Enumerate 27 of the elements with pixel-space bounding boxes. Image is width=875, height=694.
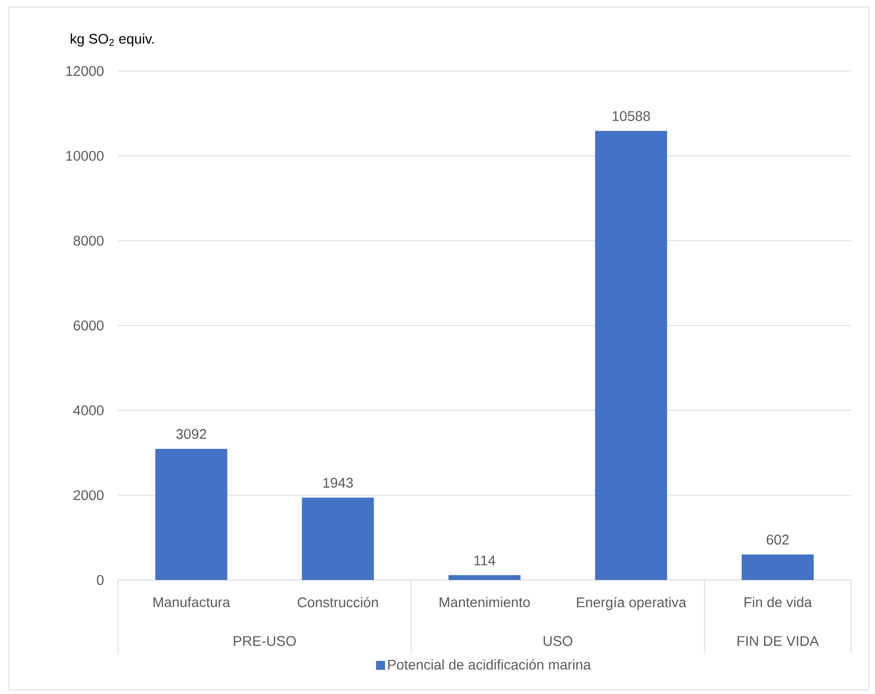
y-tick-label: 4000 [73,405,104,416]
bar [595,130,668,580]
data-label: 114 [474,556,496,566]
bar [302,498,374,580]
x-tick-label: Mantenimiento [440,596,530,608]
data-label: 1943 [323,478,353,488]
data-label: 3092 [176,429,206,439]
y-tick-label: 10000 [66,150,104,161]
y-tick-label: 6000 [74,320,104,330]
y-axis-title: kg SO$_{2}$ equiv. [70,33,154,47]
data-label: 602 [766,534,789,545]
x-tick-label: Manufactura [154,596,230,608]
text: PRE-USO [234,636,296,646]
bar [155,448,228,580]
y-tick-label: 0 [96,575,104,585]
y-tick-label: 8000 [74,236,104,246]
text: FIN DE VIDA [738,636,819,646]
data-label: 10588 [612,111,650,122]
y-tick-label: 12000 [66,66,104,76]
x-tick-label: Fin de vida [744,596,812,608]
legend-label: Potencial de acidificación marina [388,659,591,670]
y-tick-label: 2000 [74,490,104,500]
x-tick-label: Construcción [298,596,378,608]
bar [448,575,521,580]
bar [742,554,814,580]
x-tick-label: Energía operativa [576,596,686,610]
text: USO [544,636,572,646]
